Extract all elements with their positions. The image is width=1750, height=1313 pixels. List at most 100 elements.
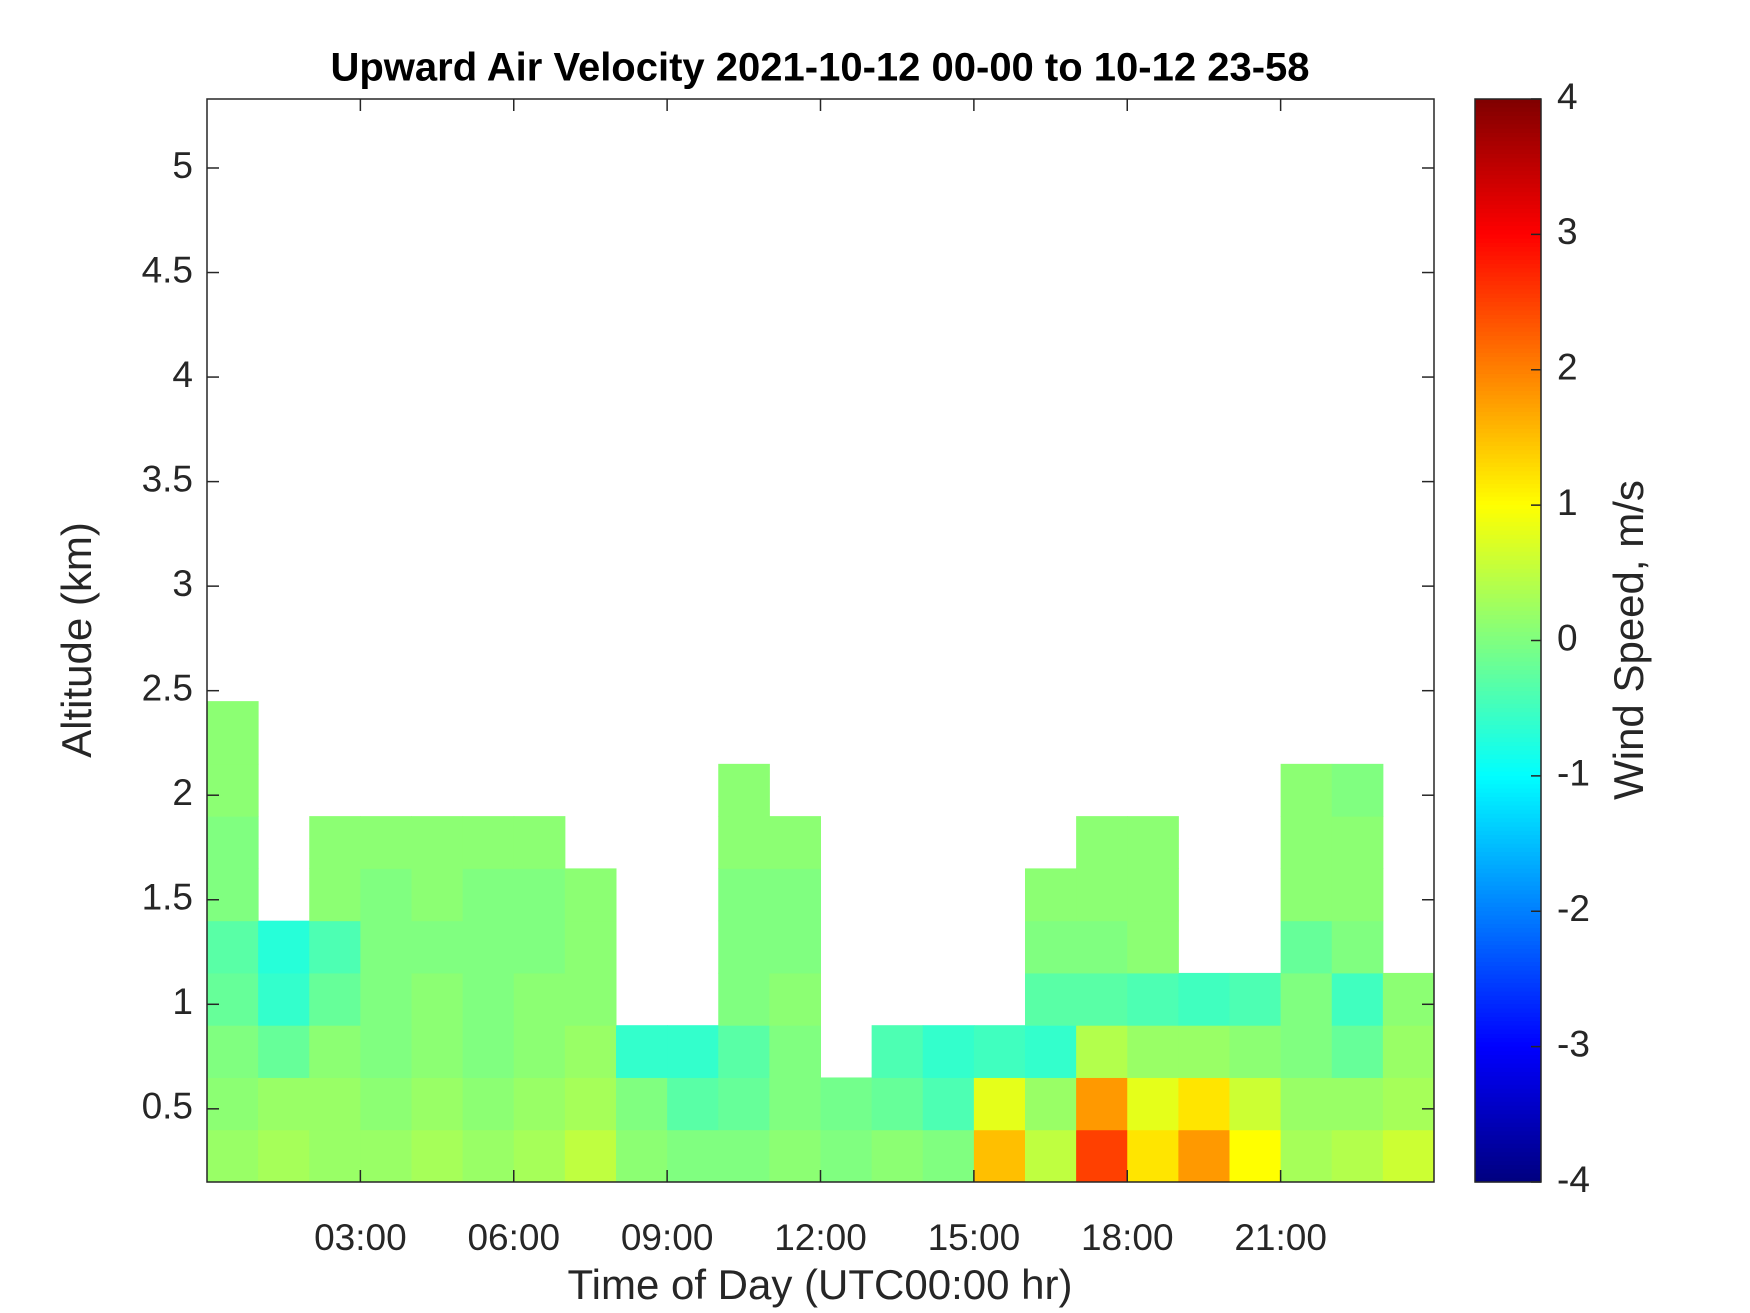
heatmap-cell bbox=[718, 816, 770, 869]
colorbar-swatch bbox=[1475, 991, 1541, 997]
colorbar-swatch bbox=[1475, 564, 1541, 570]
colorbar-swatch bbox=[1475, 1143, 1541, 1149]
colorbar-swatch bbox=[1475, 137, 1541, 142]
heatmap-cell bbox=[207, 763, 259, 817]
heatmap-cell bbox=[207, 972, 259, 1026]
colorbar-swatch bbox=[1475, 636, 1541, 642]
colorbar-swatch bbox=[1475, 450, 1541, 455]
colorbar-swatch bbox=[1475, 729, 1541, 735]
heatmap-cell bbox=[1280, 972, 1333, 1026]
colorbar-swatch bbox=[1475, 1097, 1541, 1103]
colorbar-swatch bbox=[1475, 788, 1541, 794]
colorbar-swatch bbox=[1475, 1063, 1541, 1069]
colorbar-swatch bbox=[1475, 826, 1541, 832]
colorbar-swatch bbox=[1475, 208, 1541, 214]
heatmap-cell bbox=[1331, 868, 1384, 922]
colorbar-swatch bbox=[1475, 974, 1541, 980]
colorbar-swatch bbox=[1475, 644, 1541, 650]
heatmap-cell bbox=[1025, 972, 1077, 1026]
colorbar-swatch bbox=[1475, 361, 1541, 367]
x-tick-label: 12:00 bbox=[774, 1217, 867, 1258]
heatmap-cell bbox=[309, 868, 361, 922]
colorbar-swatch bbox=[1475, 1072, 1541, 1077]
heatmap-cell bbox=[1025, 1025, 1077, 1078]
colorbar-swatch bbox=[1475, 399, 1541, 405]
heatmap-cell bbox=[718, 972, 770, 1026]
colorbar-swatch bbox=[1475, 593, 1541, 599]
heatmap-cell bbox=[667, 1129, 719, 1183]
colorbar-swatch bbox=[1475, 153, 1541, 159]
colorbar-swatch bbox=[1475, 433, 1541, 439]
heatmap-cell bbox=[207, 920, 259, 974]
heatmap-cell bbox=[1076, 972, 1128, 1026]
colorbar-swatch bbox=[1475, 674, 1541, 680]
heatmap-cell bbox=[309, 816, 361, 869]
colorbar-swatch bbox=[1475, 780, 1541, 785]
colorbar-swatch bbox=[1475, 775, 1541, 781]
heatmap-cell bbox=[667, 1025, 719, 1078]
heatmap-cell bbox=[616, 1129, 668, 1183]
heatmap-cell bbox=[462, 920, 515, 974]
heatmap-cell bbox=[1025, 1077, 1077, 1131]
colorbar-swatch bbox=[1475, 314, 1541, 320]
colorbar-swatch bbox=[1475, 1169, 1541, 1175]
heatmap-cell bbox=[1178, 1025, 1230, 1078]
colorbar-swatch bbox=[1475, 1059, 1541, 1065]
colorbar-swatch bbox=[1475, 1101, 1541, 1107]
colorbar-swatch bbox=[1475, 1008, 1541, 1014]
colorbar-swatch bbox=[1475, 1139, 1541, 1145]
heatmap-cell bbox=[1127, 868, 1179, 922]
heatmap-cell bbox=[411, 1129, 464, 1183]
colorbar-swatch bbox=[1475, 111, 1541, 117]
colorbar-swatch bbox=[1475, 310, 1541, 316]
colorbar-swatch bbox=[1475, 839, 1541, 845]
colorbar-swatch bbox=[1475, 340, 1541, 345]
colorbar-swatch bbox=[1475, 348, 1541, 354]
colorbar-swatch bbox=[1475, 416, 1541, 422]
heatmap-cell bbox=[718, 763, 770, 817]
colorbar-swatch bbox=[1475, 792, 1541, 798]
colorbar-swatch bbox=[1475, 602, 1541, 608]
heatmap-cell bbox=[1127, 1129, 1179, 1183]
colorbar-swatch bbox=[1475, 978, 1541, 984]
colorbar-swatch bbox=[1475, 124, 1541, 130]
heatmap-cell bbox=[513, 1129, 566, 1183]
colorbar-swatch bbox=[1475, 331, 1541, 337]
colorbar-swatch bbox=[1475, 966, 1541, 972]
colorbar-swatch bbox=[1475, 1033, 1541, 1039]
colorbar-swatch bbox=[1475, 852, 1541, 857]
colorbar-swatch bbox=[1475, 720, 1541, 726]
colorbar-swatch bbox=[1475, 242, 1541, 248]
x-tick-label: 09:00 bbox=[621, 1217, 714, 1258]
heatmap-cell bbox=[1076, 816, 1128, 869]
heatmap-cell bbox=[1076, 920, 1128, 974]
colorbar-swatch bbox=[1475, 860, 1541, 866]
heatmap-cell bbox=[360, 1077, 412, 1131]
heatmap-cell bbox=[1076, 1025, 1128, 1078]
colorbar-swatch bbox=[1475, 1029, 1541, 1035]
colorbar-swatch bbox=[1475, 505, 1541, 510]
heatmap-cell bbox=[513, 1025, 566, 1078]
colorbar-swatch bbox=[1475, 843, 1541, 849]
colorbar-swatch bbox=[1475, 1038, 1541, 1043]
colorbar-swatch bbox=[1475, 691, 1541, 697]
colorbar-swatch bbox=[1475, 606, 1541, 612]
colorbar-swatch bbox=[1475, 369, 1541, 375]
heatmap-cell bbox=[1229, 972, 1282, 1026]
colorbar-swatch bbox=[1475, 276, 1541, 282]
y-tick-label: 2.5 bbox=[142, 667, 193, 708]
colorbar-swatch bbox=[1475, 103, 1541, 109]
heatmap-cell bbox=[309, 972, 361, 1026]
colorbar-swatch bbox=[1475, 1000, 1541, 1005]
colorbar-swatch bbox=[1475, 132, 1541, 138]
heatmap-cell bbox=[718, 1025, 770, 1078]
colorbar-swatch bbox=[1475, 915, 1541, 921]
colorbar-swatch bbox=[1475, 268, 1541, 274]
colorbar-swatch bbox=[1475, 733, 1541, 739]
colorbar-swatch bbox=[1475, 441, 1541, 447]
heatmap-cell bbox=[1280, 868, 1333, 922]
colorbar-swatch bbox=[1475, 687, 1541, 692]
heatmap-cell bbox=[1280, 816, 1333, 869]
y-tick-label: 1.5 bbox=[142, 877, 193, 918]
heatmap-cell bbox=[769, 816, 821, 869]
